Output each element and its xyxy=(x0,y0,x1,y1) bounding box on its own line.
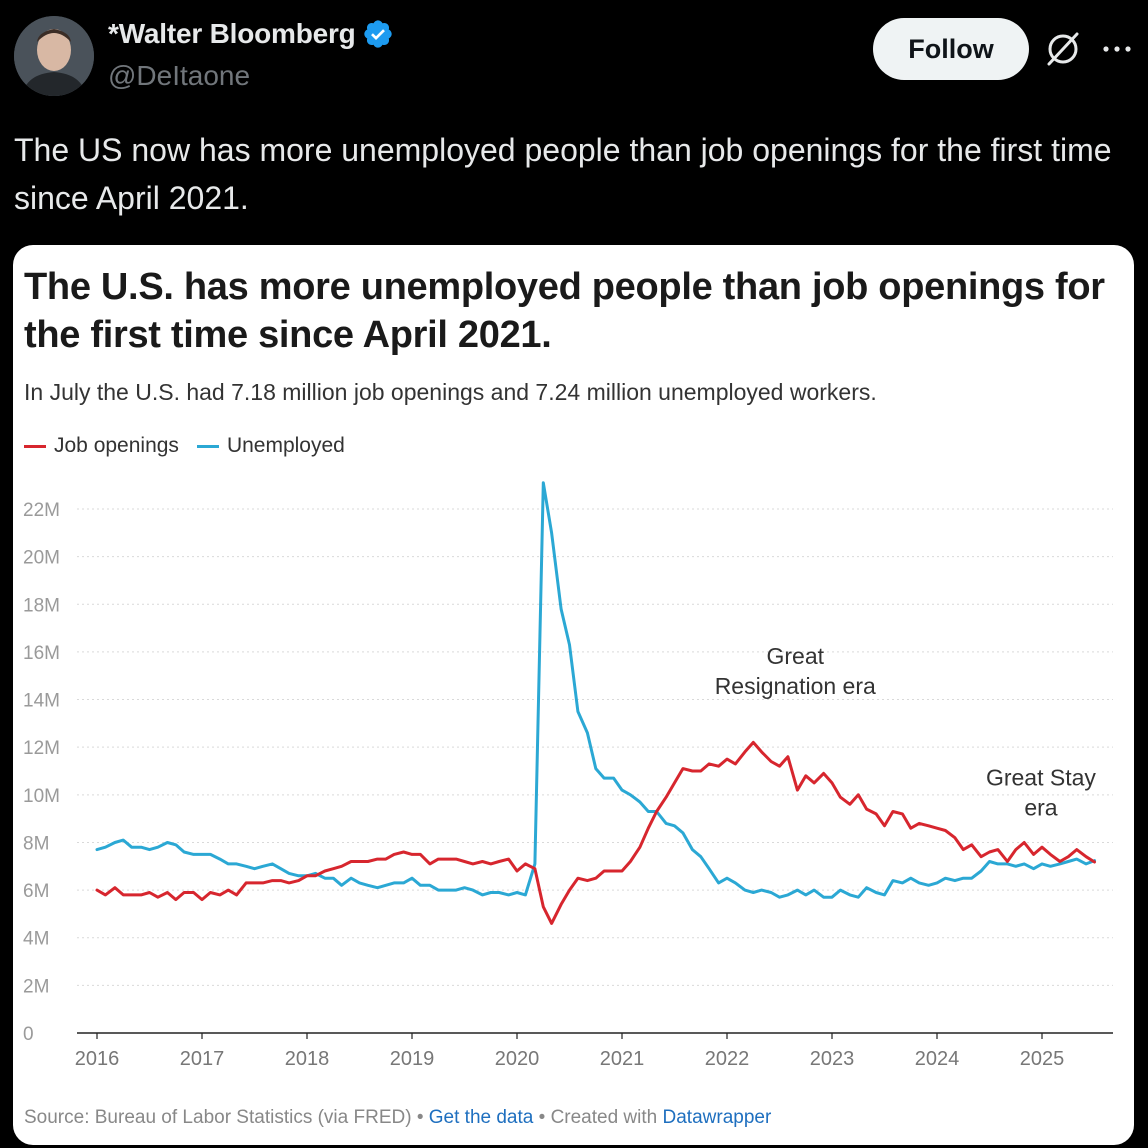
x-tick-label: 2022 xyxy=(705,1048,750,1070)
footer-created: Created with xyxy=(550,1107,663,1128)
y-tick-label: 10M xyxy=(23,786,60,807)
verified-badge-icon xyxy=(363,20,392,48)
y-tick-label: 14M xyxy=(23,691,60,712)
chart-card[interactable]: The U.S. has more unemployed people than… xyxy=(13,245,1134,1145)
tweet-text: The US now has more unemployed people th… xyxy=(14,132,1112,216)
legend-swatch-unemployed xyxy=(196,444,219,448)
y-tick-label: 2M xyxy=(23,976,49,997)
datawrapper-link[interactable]: Datawrapper xyxy=(662,1107,772,1128)
line-chart: 0 2M 4M 6M 8M 10M 12M 14M 16M 18M 20M 22M 2016 2017 20… xyxy=(23,481,1113,1070)
display-name[interactable]: *Walter Bloomberg xyxy=(108,18,356,49)
chart-annotation: Great xyxy=(766,643,824,669)
legend-item-unemployed: Unemployed xyxy=(196,434,345,458)
handle[interactable]: @DeItaone xyxy=(108,60,251,91)
x-tick-label: 2021 xyxy=(600,1048,645,1070)
chart-title: The U.S. has more unemployed people than… xyxy=(24,266,1105,356)
x-tick-label: 2023 xyxy=(810,1048,855,1070)
x-tick-label: 2025 xyxy=(1020,1048,1065,1070)
legend-label-unemployed: Unemployed xyxy=(226,434,345,457)
y-tick-label: 6M xyxy=(23,881,49,902)
x-tick-label: 2018 xyxy=(285,1048,330,1070)
series-line-unemployed xyxy=(95,481,1096,899)
y-tick-label: 12M xyxy=(23,738,60,759)
person-avatar xyxy=(14,16,94,96)
y-tick-label: 0 xyxy=(23,1024,34,1045)
x-tick-label: 2020 xyxy=(495,1048,540,1070)
chart-subtitle: In July the U.S. had 7.18 million job op… xyxy=(24,379,877,405)
y-tick-label: 22M xyxy=(23,500,60,521)
footer-source: Source: Bureau of Labor Statistics (via … xyxy=(24,1107,412,1128)
get-data-link[interactable]: Get the data xyxy=(428,1107,534,1128)
y-tick-label: 4M xyxy=(23,929,49,950)
chart-annotation: Great Stay xyxy=(986,764,1096,790)
follow-button[interactable]: Follow xyxy=(873,18,1029,80)
y-tick-label: 16M xyxy=(23,643,60,664)
author-row: *Walter Bloomberg xyxy=(108,18,394,50)
x-tick-label: 2019 xyxy=(390,1048,435,1070)
y-tick-label: 18M xyxy=(23,595,60,616)
more-icon[interactable] xyxy=(1100,34,1134,64)
y-tick-label: 8M xyxy=(23,833,49,854)
x-tick-label: 2017 xyxy=(180,1048,225,1070)
avatar[interactable] xyxy=(14,16,94,96)
chart-annotation: Resignation era xyxy=(715,673,876,699)
grok-icon[interactable] xyxy=(1044,30,1082,68)
legend-item-job-openings: Job openings xyxy=(24,434,179,458)
x-tick-label: 2016 xyxy=(75,1048,120,1070)
legend-swatch-job-openings xyxy=(24,444,46,448)
chart-footer: Source: Bureau of Labor Statistics (via … xyxy=(24,1107,771,1129)
footer-separator: • xyxy=(411,1107,429,1128)
chart-annotation: era xyxy=(1024,794,1057,820)
footer-separator: • xyxy=(533,1107,551,1128)
chart-legend: Job openings Unemployed xyxy=(24,434,363,458)
series-line-job-openings xyxy=(95,740,1096,925)
x-tick-label: 2024 xyxy=(915,1048,960,1070)
y-tick-label: 20M xyxy=(23,548,60,569)
legend-label-job-openings: Job openings xyxy=(54,434,179,457)
